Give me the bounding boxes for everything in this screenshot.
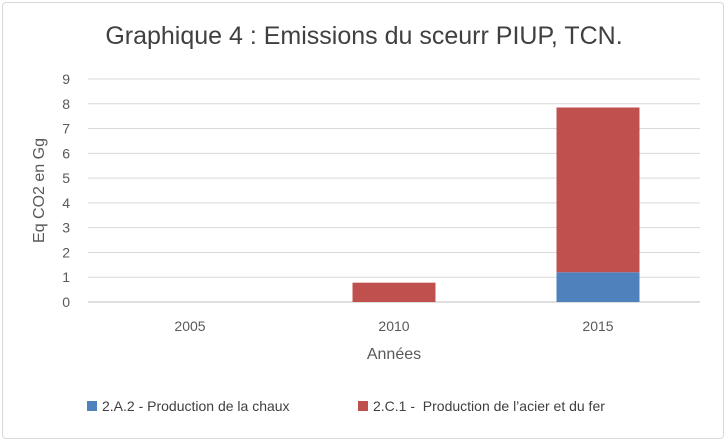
legend-label-acier: 2.C.1 - Production de l’acier et du fer	[373, 398, 605, 414]
y-tick-label: 8	[62, 96, 70, 112]
y-tick-label: 4	[62, 195, 70, 211]
legend-swatch-acier	[358, 401, 368, 411]
x-tick-label: 2010	[378, 318, 409, 334]
chart-title: Graphique 4 : Emissions du sceurr PIUP, …	[105, 22, 623, 50]
bar-acier-2015	[556, 107, 640, 273]
x-tick-label: 2015	[582, 318, 613, 334]
legend-swatch-chaux	[87, 401, 97, 411]
legend-label-chaux: 2.A.2 - Production de la chaux	[102, 398, 290, 414]
y-tick-label: 3	[62, 220, 70, 236]
y-tick-label: 0	[62, 294, 70, 310]
legend-item-chaux: 2.A.2 - Production de la chaux	[87, 398, 290, 414]
bar-acier-2010	[352, 282, 436, 302]
y-tick-label: 2	[62, 244, 70, 260]
legend-item-acier: 2.C.1 - Production de l’acier et du fer	[358, 398, 605, 414]
bar-chaux-2015	[556, 272, 640, 302]
y-axis-title: Eq CO2 en Gg	[31, 138, 48, 243]
y-tick-label: 9	[62, 71, 70, 87]
x-tick-label: 2005	[174, 318, 205, 334]
x-axis-title: Années	[367, 346, 421, 363]
y-tick-label: 6	[62, 145, 70, 161]
y-tick-label: 5	[62, 170, 70, 186]
y-tick-label: 7	[62, 121, 70, 137]
y-tick-label: 1	[62, 269, 70, 285]
